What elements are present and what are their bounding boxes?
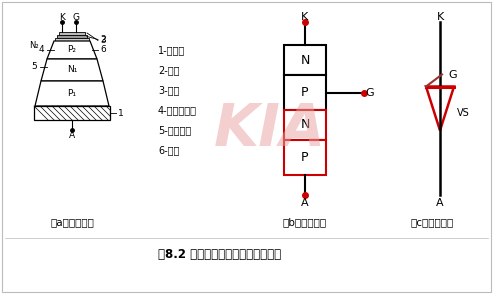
Text: （b）结构示意: （b）结构示意 (283, 217, 327, 227)
Text: 4-金钼合金片: 4-金钼合金片 (158, 105, 197, 115)
Text: 2-钼片: 2-钼片 (158, 65, 179, 75)
Text: 4: 4 (38, 46, 44, 54)
Text: N₂: N₂ (30, 41, 39, 51)
Text: A: A (436, 198, 444, 208)
Text: （a）内部结构: （a）内部结构 (50, 217, 94, 227)
Text: G: G (448, 69, 457, 79)
Bar (284, 75, 326, 110)
Bar (34, 106, 110, 120)
Text: 5-金铝叠片: 5-金铝叠片 (158, 125, 191, 135)
Text: G: G (366, 88, 374, 98)
Polygon shape (41, 59, 103, 81)
Text: 图8.2 晶闸管的结构示意和表示符号: 图8.2 晶闸管的结构示意和表示符号 (158, 248, 282, 261)
Bar (284, 110, 326, 140)
Text: K: K (59, 14, 65, 23)
Text: P₂: P₂ (68, 46, 76, 54)
Text: G: G (72, 14, 79, 23)
Text: 5: 5 (31, 62, 37, 71)
Text: N: N (300, 54, 310, 66)
Polygon shape (35, 81, 109, 106)
Text: VS: VS (457, 108, 470, 118)
Text: 2: 2 (100, 35, 106, 44)
Text: A: A (69, 131, 75, 139)
Text: A: A (301, 198, 309, 208)
Text: K: K (301, 12, 309, 22)
Text: P₁: P₁ (68, 89, 76, 98)
Text: 6-硅片: 6-硅片 (158, 145, 179, 155)
Text: 1: 1 (118, 108, 124, 118)
Text: （c）表示符号: （c）表示符号 (410, 217, 454, 227)
Bar (59, 32, 85, 35)
Text: N₁: N₁ (67, 66, 77, 74)
Text: 6: 6 (100, 46, 106, 54)
Text: KIA: KIA (214, 101, 326, 158)
Bar (284, 140, 326, 175)
Bar (284, 45, 326, 75)
Text: N: N (300, 118, 310, 131)
Text: 3-铝片: 3-铝片 (158, 85, 179, 95)
Text: K: K (436, 12, 444, 22)
Text: P: P (301, 151, 309, 164)
Bar (55, 38, 89, 41)
Polygon shape (47, 41, 97, 59)
Polygon shape (426, 86, 454, 131)
Text: P: P (301, 86, 309, 99)
Text: 1-铜底座: 1-铜底座 (158, 45, 185, 55)
Bar (57, 35, 87, 38)
Text: 3: 3 (100, 36, 106, 45)
